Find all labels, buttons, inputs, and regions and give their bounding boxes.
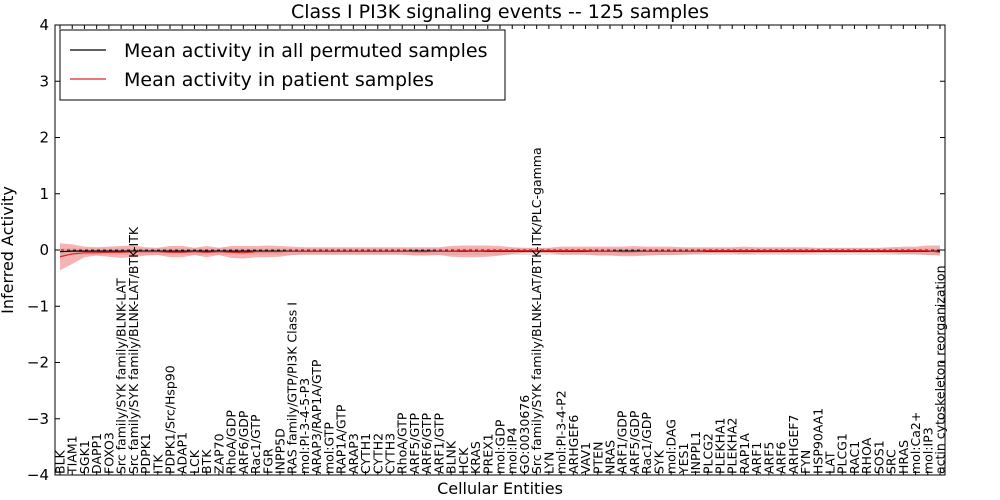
x-tick-label: GO:0030676 [517,395,532,474]
x-tick-label: ARHGEF7 [786,415,801,474]
x-tick-label: RAP1A [737,433,752,474]
x-tick-label: PTEN [590,442,605,474]
x-tick-label: ZAP70 [211,433,226,474]
x-tick-label: LCK [187,449,202,474]
x-tick-label: CYTH2 [370,433,385,474]
y-tick-label: 4 [39,16,49,34]
x-tick-label: ADAP1 [175,432,190,474]
x-tick-label: mol:IP4 [505,427,520,474]
x-tick-label: ARAP3 [346,433,361,474]
x-tick-label: HSP90AA1 [810,408,825,474]
x-tick-label: Src family/SYK family/BLNK-LAT/BTK-ITK [126,226,141,474]
y-tick-label: 2 [39,129,49,147]
x-tick-label: Rac1/GTP [248,414,263,474]
y-tick-label: 0 [39,241,49,259]
x-tick-label: BTK [199,449,214,474]
x-tick-label: RhoA/GTP [395,412,410,474]
x-tick-label: HCK [456,447,471,474]
x-tick-label: YES1 [676,443,691,475]
x-tick-label: PDPK1/Src/Hsp90 [163,365,178,474]
x-tick-label: FYN [798,450,813,474]
x-tick-label: mol:PI-3-4-P2 [554,390,569,474]
x-tick-label: ARF5 [761,442,776,474]
x-tick-label: Src family/SYK family/BLNK-LAT/BTK-ITK/P… [529,147,544,474]
x-tick-label: SRC [884,449,899,474]
x-tick-label: PDPK1 [138,433,153,474]
x-tick-label: ARF5/GDP [627,410,642,474]
y-tick-label: −4 [27,466,49,484]
x-tick-label: DAPP1 [89,433,104,474]
x-tick-label: PLEKHA1 [713,417,728,474]
x-tick-label: FGR [260,448,275,474]
x-tick-label: RhoA/GDP [224,410,239,474]
x-tick-label: ARF6 [774,442,789,474]
x-tick-label: ARF6/GTP [419,413,434,474]
x-tick-label: mol:IP3 [920,427,935,474]
x-tick-label: PLCG1 [835,433,850,474]
x-tick-label: SYK [651,449,666,474]
x-tick-label: CYTH1 [358,433,373,474]
x-tick-label: mol:GDP [493,419,508,474]
legend: Mean activity in all permuted samples Me… [59,29,506,101]
plot-area [55,243,945,271]
x-tick-label: actin cytoskeleton reorganization [933,265,948,474]
x-tick-label: PREX1 [480,433,495,474]
x-tick-label: RAC1 [847,441,862,474]
series-line-patient [59,249,941,258]
x-tick-label: ARF1/GDP [615,410,630,474]
y-tick-label: 3 [39,72,49,90]
x-tick-label: ARF1 [749,442,764,474]
x-tick-label: ARAP3/RAP1A/GTP [309,359,324,474]
legend-label-permuted: Mean activity in all permuted samples [124,40,487,62]
chart-title: Class I PI3K signaling events -- 125 sam… [291,1,709,23]
x-tick-label: ARF5/GTP [407,413,422,474]
x-tick-label: KRAS [468,441,483,474]
x-tick-label: ARF6/GDP [236,410,251,474]
x-tick-label: mol:GTP [321,422,336,474]
x-tick-label: PLEKHA2 [725,417,740,474]
x-tick-label: TIAM1 [65,435,80,475]
series-band-patient [60,243,940,271]
x-tick-label: mol:DAG [664,419,679,474]
legend-label-patient: Mean activity in patient samples [124,69,434,91]
y-tick-label: −1 [27,297,49,315]
x-tick-label: Src family/SYK family/BLNK-LAT [114,278,129,474]
x-tick-label: RHOA [859,437,874,474]
x-tick-label: Rac1/GDP [639,412,654,474]
x-tick-label: SOS1 [871,440,886,474]
y-axis: 4 3 2 1 0 −1 −2 −3 −4 [27,16,945,484]
x-tick-label: LYN [541,452,556,474]
x-tick-label: RAS family/GTP/PI3K Class I [285,302,300,474]
x-tick-label: mol:PI-3-4-5-P3 [297,378,312,474]
x-tick-label: BLNK [444,440,459,474]
y-tick-label: −3 [27,410,49,428]
x-tick-label: HRAS [896,440,911,474]
x-tick-label: SGK1 [77,440,92,474]
x-tick-label: BLK [53,449,68,474]
x-tick-label: RAP1A/GTP [334,404,349,474]
x-tick-label: INPP5D [273,428,288,474]
x-axis-label: Cellular Entities [437,479,563,498]
x-tick-label: CYTH3 [383,433,398,474]
x-tick-label: ARHGEF6 [566,415,581,474]
x-tick-label: LAT [823,451,838,474]
x-tick-label: ARF1/GTP [431,413,446,474]
x-tick-label: INPPL1 [688,431,703,474]
x-tick-label: VAV1 [578,442,593,474]
x-tick-label: ITK [150,454,165,474]
y-tick-label: −2 [27,354,49,372]
x-tick-label: NRAS [603,440,618,474]
y-axis-label: Inferred Activity [0,186,17,314]
x-tick-label: mol:Ca2+ [908,412,923,474]
legend-box [59,29,506,101]
x-tick-label: PLCG2 [700,433,715,474]
y-tick-label: 1 [39,185,49,203]
x-tick-label: FOXO3 [101,432,116,474]
